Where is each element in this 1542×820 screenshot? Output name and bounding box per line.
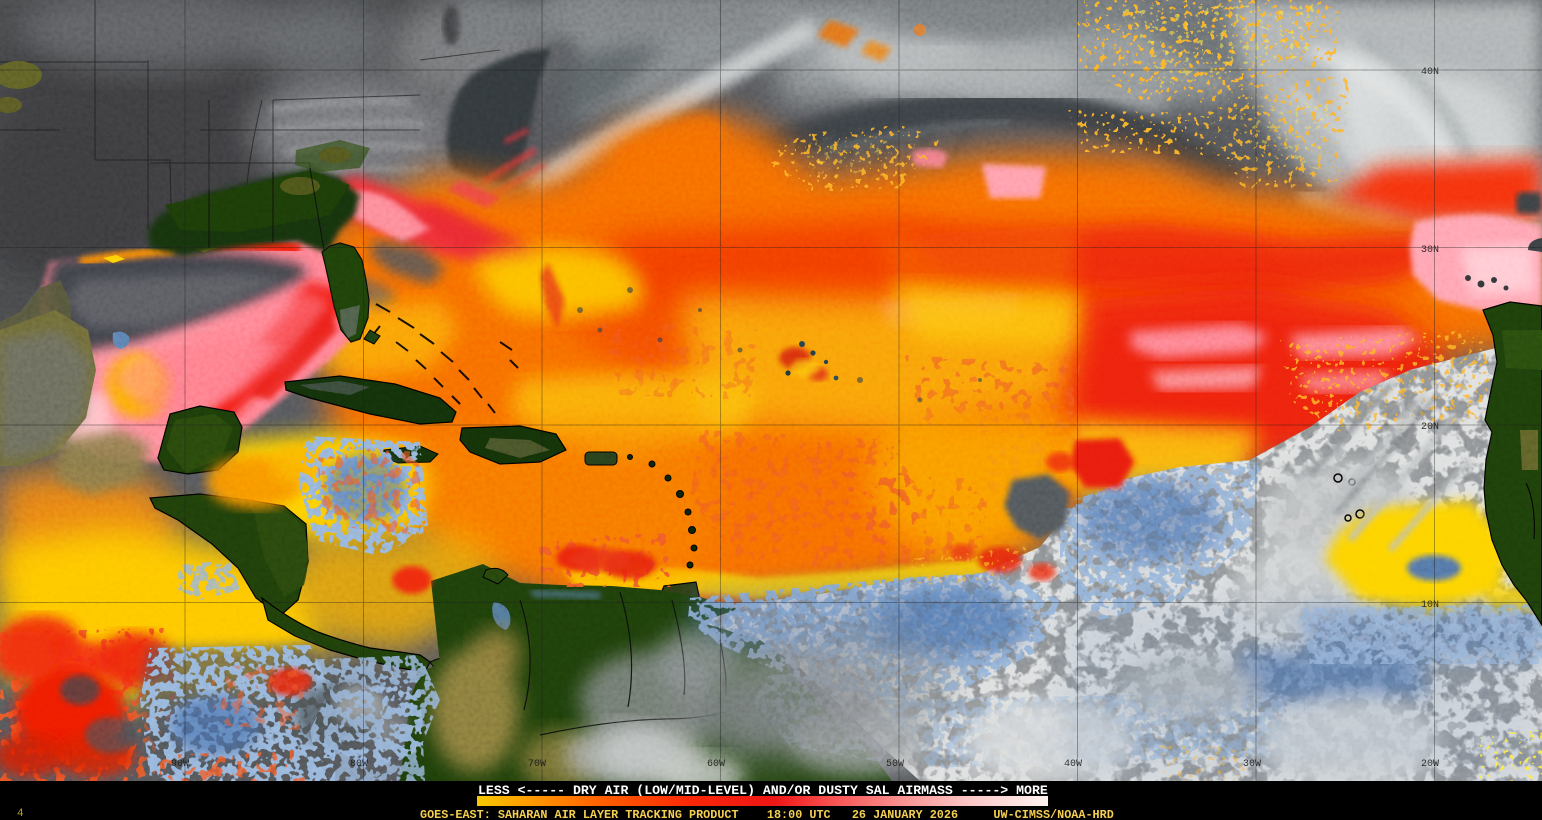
svg-text:4: 4 xyxy=(17,808,24,820)
svg-text:GOES-EAST: SAHARAN AIR LAYER T: GOES-EAST: SAHARAN AIR LAYER TRACKING PR… xyxy=(420,808,1114,820)
svg-text:LESS <----- DRY AIR (LOW/MID-L: LESS <----- DRY AIR (LOW/MID-LEVEL) AND/… xyxy=(478,783,1048,798)
